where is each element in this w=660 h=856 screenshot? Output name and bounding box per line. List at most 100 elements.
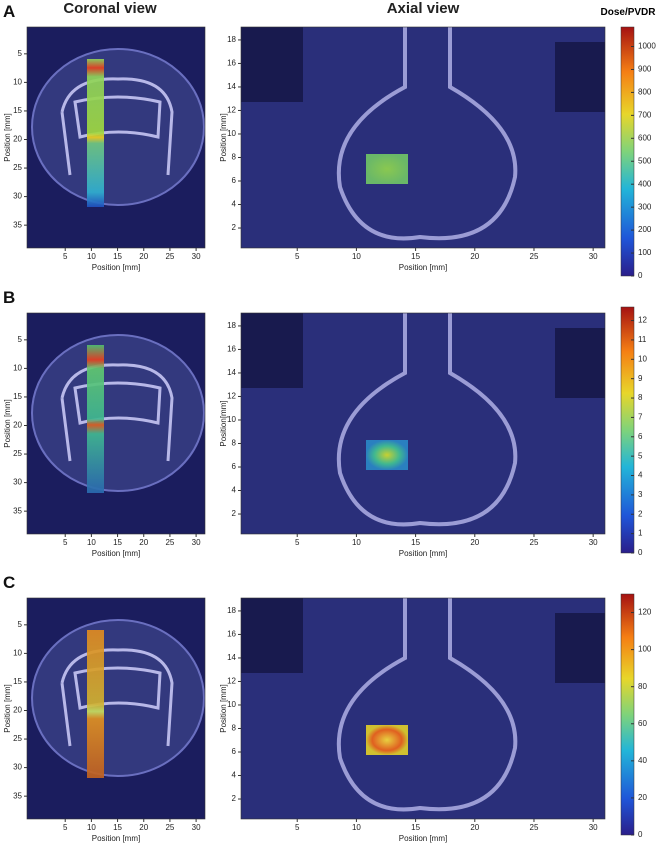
x-tick-label: 5 [63,538,68,547]
colorbar-tick-label: 100 [638,645,652,654]
colorbar [620,593,635,836]
axial-frame [240,26,606,249]
colorbar-tick-label: 400 [638,179,652,188]
colorbar-tick-label: 100 [638,248,652,257]
dark-region [241,598,303,673]
y-axis-label: Position [mm] [3,113,12,161]
colorbar-tick-label: 3 [638,490,643,499]
x-tick-label: 25 [165,823,174,832]
y-tick-label: 16 [227,630,236,639]
skull-axial [336,27,518,241]
x-tick-label: 15 [113,538,122,547]
body-edge [31,619,205,777]
skull-axial [336,313,518,527]
x-axis-label: Position [mm] [399,834,447,843]
y-tick-label: 14 [227,368,236,377]
x-tick-label: 25 [530,538,539,547]
axial-frame [240,312,606,535]
y-tick-label: 35 [13,506,22,515]
y-tick-label: 18 [227,606,236,615]
x-axis-label: Position [mm] [399,263,447,272]
colorbar-tick-label: 20 [638,793,647,802]
x-tick-label: 5 [295,823,300,832]
y-tick-label: 25 [13,734,22,743]
x-tick-label: 20 [470,538,479,547]
x-tick-label: 25 [530,823,539,832]
x-tick-label: 10 [87,538,96,547]
colorbar-tick-label: 8 [638,393,643,402]
x-tick-label: 15 [411,538,420,547]
y-tick-label: 12 [227,106,236,115]
y-tick-label: 5 [18,49,23,58]
colorbar-tick-label: 12 [638,316,647,325]
body-edge [31,48,205,206]
colorbar-tick-label: 900 [638,65,652,74]
y-tick-label: 8 [232,724,237,733]
y-tick-label: 8 [232,153,237,162]
y-tick-label: 4 [232,771,237,780]
x-tick-label: 15 [113,823,122,832]
panel-label: A [3,2,15,21]
x-tick-label: 5 [63,252,68,261]
coronal-frame [26,312,206,535]
y-tick-label: 4 [232,486,237,495]
dose-box [366,725,408,755]
x-tick-label: 10 [352,538,361,547]
y-tick-label: 15 [13,106,22,115]
x-axis-label: Position [mm] [92,549,140,558]
x-axis-label: Position [mm] [92,834,140,843]
x-tick-label: 5 [295,252,300,261]
y-tick-label: 2 [232,509,237,518]
dark-region [555,328,605,398]
x-tick-label: 25 [165,538,174,547]
x-tick-label: 20 [470,823,479,832]
x-tick-label: 15 [411,252,420,261]
dose-strip [87,345,104,493]
x-tick-label: 5 [295,538,300,547]
x-tick-label: 30 [589,538,598,547]
y-tick-label: 18 [227,35,236,44]
y-tick-label: 2 [232,223,237,232]
colorbar [620,26,635,277]
y-tick-label: 12 [227,392,236,401]
y-tick-label: 10 [13,649,22,658]
panel-label: B [3,288,15,307]
y-tick-label: 25 [13,449,22,458]
panel-label: C [3,573,15,592]
colorbar-tick-label: 80 [638,682,647,691]
x-tick-label: 25 [165,252,174,261]
y-axis-label: Position [mm] [3,399,12,447]
y-tick-label: 10 [227,129,236,138]
colorbar-title: Dose/PVDR [600,7,656,18]
y-tick-label: 12 [227,677,236,686]
colorbar-tick-label: 800 [638,88,652,97]
x-tick-label: 20 [139,823,148,832]
colorbar [620,306,635,554]
colorbar-tick-label: 600 [638,133,652,142]
colorbar-tick-label: 500 [638,156,652,165]
colorbar-tick-label: 1000 [638,42,656,51]
y-tick-label: 10 [13,78,22,87]
coronal-title: Coronal view [63,0,157,17]
y-tick-label: 15 [13,392,22,401]
y-tick-label: 16 [227,59,236,68]
colorbar-tick-label: 40 [638,756,647,765]
y-tick-label: 10 [227,415,236,424]
colorbar-tick-label: 0 [638,830,643,839]
x-tick-label: 20 [139,538,148,547]
y-tick-label: 15 [13,677,22,686]
y-tick-label: 6 [232,176,237,185]
colorbar-tick-label: 0 [638,271,643,280]
x-tick-label: 25 [530,252,539,261]
coronal-frame [26,597,206,820]
y-tick-label: 4 [232,200,237,209]
y-axis-label: Position [mm] [219,113,228,161]
colorbar-tick-label: 4 [638,471,643,480]
dose-strip [87,630,104,778]
body-edge [31,334,205,492]
colorbar-tick-label: 60 [638,719,647,728]
colorbar-tick-label: 10 [638,354,647,363]
colorbar-tick-label: 1 [638,529,643,538]
dose-box [366,440,408,470]
colorbar-tick-label: 2 [638,509,643,518]
